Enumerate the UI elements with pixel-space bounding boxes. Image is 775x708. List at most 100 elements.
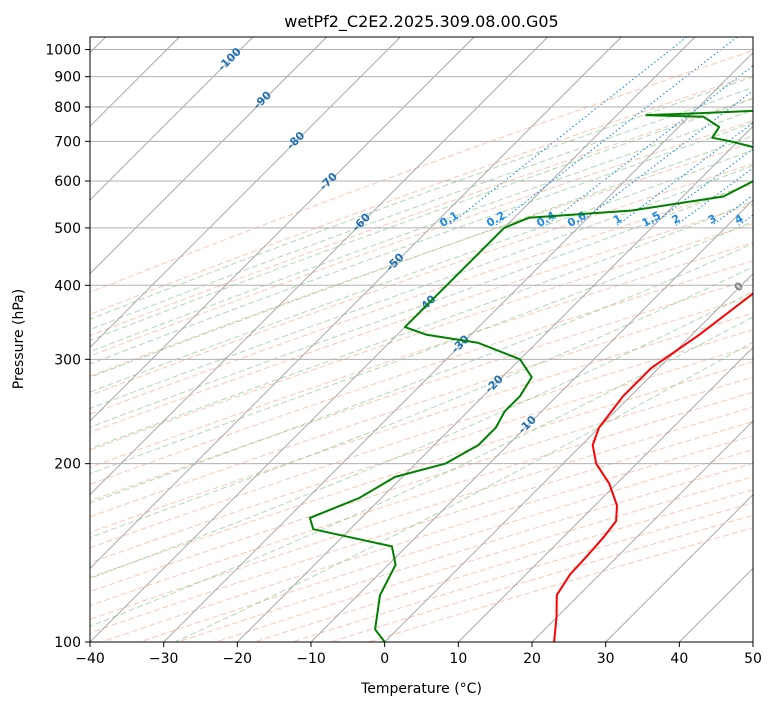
isotherm [90, 37, 696, 642]
dry-adiabat [90, 50, 753, 293]
moist-adiabat [90, 76, 753, 320]
dry-adiabat [101, 435, 753, 642]
mixing-ratio-label: 4 [732, 212, 745, 227]
mixing-ratio-line [448, 37, 688, 226]
moist-adiabat [90, 220, 753, 475]
plot-frame [89, 36, 754, 643]
mixing-ratio-label: 3 [706, 212, 719, 227]
y-tick-label: 1000 [45, 43, 81, 59]
x-axis-title: Temperature (°C) [360, 681, 482, 697]
isotherm [310, 199, 753, 642]
mixing-ratio-label: 1.5 [640, 209, 663, 230]
x-tick-label: −10 [296, 651, 326, 667]
mixing-ratio-label: 6 [771, 212, 775, 227]
isotherm-label: -50 [383, 250, 406, 273]
pressure-gridlines [90, 49, 753, 642]
isotherm-label: -10 [516, 413, 539, 436]
x-tick-label: 0 [380, 651, 389, 667]
x-tick-label: −20 [223, 651, 253, 667]
moist-adiabat [90, 98, 753, 341]
isotherm [237, 125, 753, 642]
x-tick-label: 10 [449, 651, 467, 667]
moist-adiabat [90, 200, 753, 450]
x-tick-label: 30 [597, 651, 615, 667]
dry-adiabat [368, 527, 753, 642]
dry-adiabat [90, 345, 753, 564]
isotherm [90, 37, 327, 275]
moist-adiabat [90, 181, 753, 428]
moist-adiabat [90, 135, 753, 378]
y-tick-label: 600 [54, 174, 81, 190]
y-tick-label: 800 [54, 100, 81, 116]
mixing-ratio-line [495, 37, 738, 226]
dry-adiabat [90, 203, 753, 434]
y-axis: 100 200 300 400 500 600 700 800 900 1000 [45, 43, 90, 651]
mixing-ratio-line [576, 90, 753, 226]
isotherm [752, 641, 753, 642]
dry-adiabat [90, 376, 753, 593]
y-axis-title: Pressure (hPa) [11, 289, 27, 389]
isotherm [163, 52, 753, 642]
x-tick-label: −40 [75, 651, 105, 667]
moist-adiabat [90, 164, 753, 410]
isotherm [605, 494, 753, 642]
y-tick-label: 100 [54, 635, 81, 651]
isotherm [90, 37, 254, 201]
mixing-ratio-line [738, 214, 753, 226]
isotherm [531, 420, 753, 642]
dry-adiabat [90, 223, 753, 451]
moist-adiabat [90, 266, 753, 539]
moist-adiabat [90, 291, 753, 579]
y-tick-label: 900 [54, 70, 81, 86]
dry-adiabat [90, 406, 753, 620]
dewpoint-line [308, 109, 753, 642]
profile-lines [308, 109, 753, 642]
isotherm [90, 37, 401, 348]
isotherm-label: -80 [284, 129, 307, 152]
moist-adiabat [90, 316, 753, 627]
moist-adiabat [90, 242, 753, 504]
dry-adiabat [90, 183, 753, 415]
isotherm [90, 37, 548, 496]
dry-adiabat [90, 120, 753, 357]
x-tick-label: −30 [149, 651, 179, 667]
mixing-ratio-label: 0.2 [484, 209, 507, 230]
x-tick-label: 20 [523, 651, 541, 667]
mixing-ratio-label: 2 [670, 212, 683, 227]
dry-adiabat [330, 514, 753, 642]
dry-adiabat [90, 295, 753, 518]
isotherm-label: -90 [251, 88, 274, 111]
dry-adiabat [254, 489, 753, 642]
mixing-ratio-line [675, 167, 753, 226]
dry-adiabat [90, 241, 753, 469]
dry-adiabat [90, 278, 753, 502]
isotherm [90, 37, 622, 569]
dry-adiabat [90, 391, 753, 607]
isotherm [90, 37, 475, 422]
dry-adiabat [90, 97, 753, 337]
dry-adiabat [90, 260, 753, 485]
isotherm-label: -70 [317, 170, 340, 193]
background-lines [90, 37, 753, 642]
dry-adiabat [177, 462, 753, 642]
x-tick-label: 50 [744, 651, 762, 667]
dry-adiabat [90, 163, 753, 396]
temperature-line [553, 292, 753, 642]
y-tick-label: 200 [54, 457, 81, 473]
mixing-ratio-line [616, 122, 753, 226]
moist-adiabat [90, 149, 753, 393]
chart-title: wetPf2_C2E2.2025.309.08.00.G05 [284, 12, 558, 32]
dry-adiabat [90, 312, 753, 533]
isotherm [458, 346, 753, 642]
dry-adiabat [90, 361, 753, 578]
mixing-ratio-label: 0.6 [565, 209, 589, 230]
isotherm [384, 273, 753, 642]
dry-adiabat [90, 329, 753, 549]
moist-adiabat [90, 86, 753, 331]
mixing-ratio-label: 0.4 [534, 209, 558, 230]
dry-adiabat [90, 142, 753, 377]
moist-adiabat [90, 122, 753, 365]
y-tick-label: 500 [54, 221, 81, 237]
